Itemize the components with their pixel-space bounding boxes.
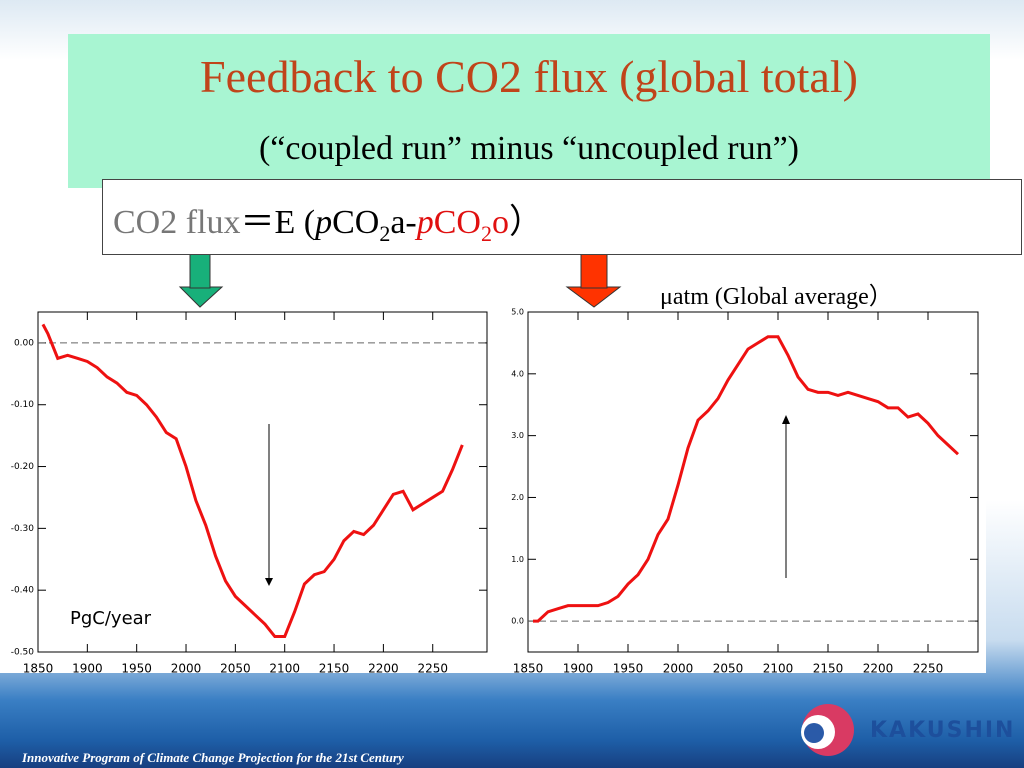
x-tick-label: 2200 [863,662,894,676]
x-tick-label: 1950 [613,662,644,676]
data-line [41,323,464,639]
y-tick-label: -0.50 [11,648,35,658]
x-tick-label: 2050 [220,662,251,676]
x-tick-label: 2050 [713,662,744,676]
title-box: Feedback to CO2 flux (global total) (“co… [68,34,990,188]
arrow [782,415,790,424]
x-tick-label: 1900 [72,662,103,676]
data-line [533,335,960,623]
y-tick-label: -0.20 [11,462,35,472]
arrow [178,286,224,308]
x-tick-label: 2000 [663,662,694,676]
y-tick-label: 2.0 [511,493,524,502]
logo: KAKUSHIN [870,718,1016,743]
formula-part: ） [508,204,543,241]
chart-panel [492,305,986,673]
y-tick-label: 3.0 [511,431,524,440]
formula-part: CO2 flux [113,204,241,241]
y-tick-label: 1.0 [511,555,524,564]
formula-part: a- [390,204,417,241]
y-tick-label: -0.30 [11,524,35,534]
formula: CO2 flux＝E (pCO2a-pCO2o） [102,179,1022,255]
formula-part: ＝E ( [240,204,316,241]
x-tick-label: 2100 [763,662,794,676]
y-tick-label: -0.10 [11,400,35,410]
plot-frame [527,311,979,653]
unit-label: PgC/year [70,608,152,629]
y-tick-label: 4.0 [511,369,524,378]
formula-part: CO [332,204,380,241]
formula-part: p [315,204,333,241]
y-tick-label: -0.40 [11,586,35,596]
formula-part: CO [433,204,481,241]
logo-mark [804,723,824,743]
footer: Innovative Program of Climate Change Pro… [22,750,404,765]
x-tick-label: 2000 [171,662,202,676]
formula-part: p [416,204,434,241]
subtitle: (“coupled run” minus “uncoupled run”) [258,130,800,167]
x-tick-label: 2100 [269,662,300,676]
plot-frame [37,311,488,653]
x-tick-label: 1850 [23,662,54,676]
arrow [265,578,273,586]
x-tick-label: 2200 [368,662,399,676]
x-tick-label: 2150 [319,662,350,676]
title: Feedback to CO2 flux (global total) [200,51,858,102]
y-tick-label: 5.0 [511,308,524,317]
formula-part: o [491,204,509,241]
arrow [565,286,622,308]
x-tick-label: 1850 [513,662,544,676]
x-tick-label: 2150 [813,662,844,676]
unit-label: μatm (Global average） [660,284,893,310]
y-tick-label: 0.0 [511,617,524,626]
x-tick-label: 1900 [563,662,594,676]
x-tick-label: 2250 [417,662,448,676]
formula-part: 2 [480,220,492,246]
chart-panel [0,305,492,673]
y-tick-label: 0.00 [14,338,34,348]
x-tick-label: 2250 [913,662,944,676]
x-tick-label: 1950 [121,662,152,676]
formula-part: 2 [379,220,391,246]
